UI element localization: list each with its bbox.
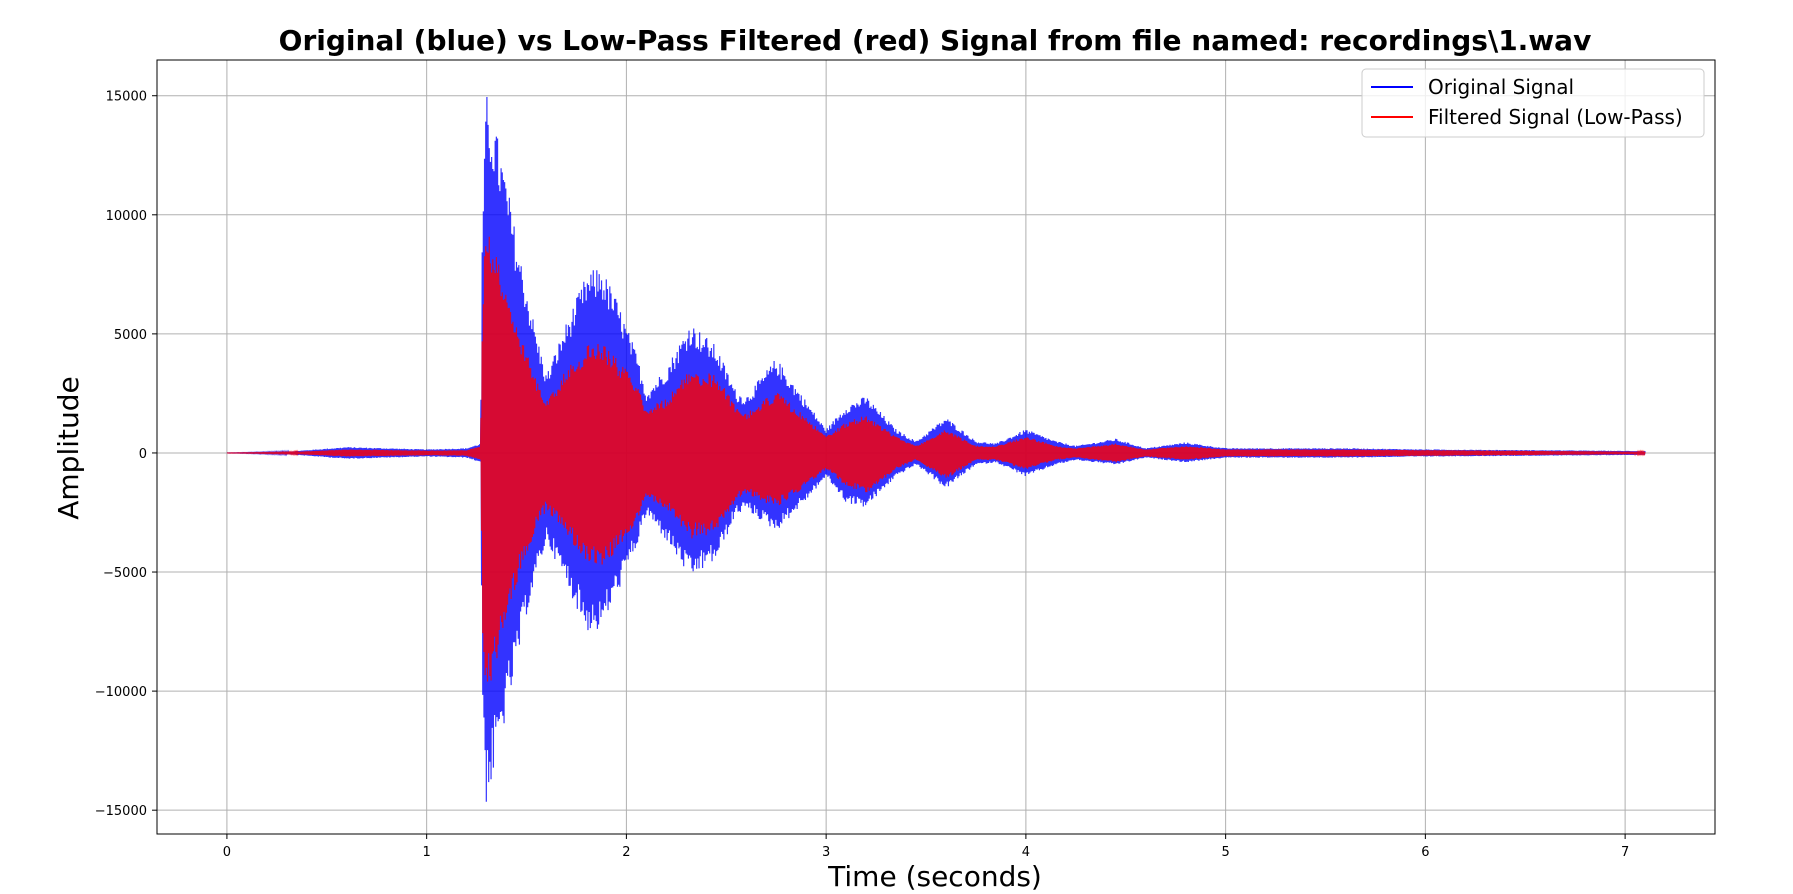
x-axis-ticks: 0 1 2 3 4 5 6 7 bbox=[223, 834, 1629, 860]
series-original-signal bbox=[226, 97, 1646, 802]
y-tick-label: 0 bbox=[139, 447, 147, 462]
series-filtered-signal bbox=[226, 236, 1646, 682]
y-tick-label: 10000 bbox=[106, 209, 147, 224]
x-tick-label: 5 bbox=[1221, 845, 1229, 860]
x-tick-label: 7 bbox=[1621, 845, 1629, 860]
chart-title: Original (blue) vs Low-Pass Filtered (re… bbox=[279, 24, 1592, 57]
plot-area-frame bbox=[156, 59, 1716, 835]
y-axis-ticks: −15000 −10000 −5000 0 5000 10000 15000 bbox=[95, 90, 157, 819]
legend-label-original: Original Signal bbox=[1428, 75, 1574, 99]
x-tick-label: 0 bbox=[223, 845, 231, 860]
x-tick-label: 4 bbox=[1022, 845, 1030, 860]
x-tick-label: 6 bbox=[1421, 845, 1429, 860]
x-tick-label: 1 bbox=[423, 845, 431, 860]
y-axis-label: Amplitude bbox=[52, 376, 85, 520]
x-axis-label: Time (seconds) bbox=[827, 860, 1042, 893]
legend: Original Signal Filtered Signal (Low-Pas… bbox=[1361, 68, 1705, 138]
y-tick-label: −5000 bbox=[103, 566, 147, 581]
legend-box bbox=[1361, 68, 1705, 138]
y-tick-label: −15000 bbox=[95, 804, 147, 819]
y-tick-label: −10000 bbox=[95, 685, 147, 700]
legend-label-filtered: Filtered Signal (Low-Pass) bbox=[1428, 105, 1683, 129]
y-tick-label: 5000 bbox=[114, 328, 147, 343]
x-tick-label: 2 bbox=[622, 845, 630, 860]
y-tick-label: 15000 bbox=[106, 90, 147, 105]
x-tick-label: 3 bbox=[822, 845, 830, 860]
